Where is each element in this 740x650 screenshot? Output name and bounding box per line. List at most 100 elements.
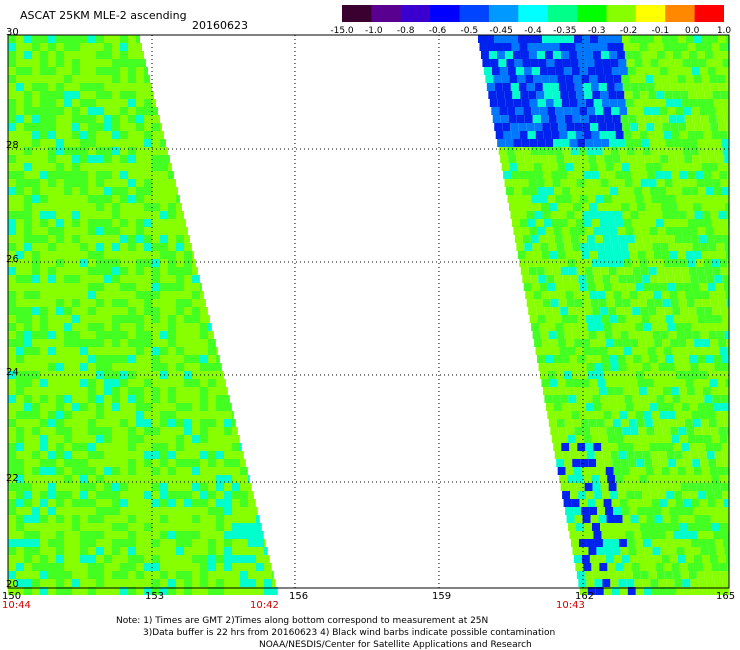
swath-pixel <box>72 363 80 371</box>
swath-pixel <box>16 251 24 259</box>
swath-pixel <box>584 267 593 275</box>
swath-pixel <box>547 411 556 419</box>
swath-pixel <box>574 123 583 131</box>
swath-pixel <box>24 179 32 187</box>
swath-pixel <box>88 171 96 179</box>
swath-pixel <box>550 387 559 395</box>
swath-pixel <box>80 315 88 323</box>
swath-pixel <box>208 419 216 427</box>
swath-pixel <box>40 459 48 467</box>
swath-pixel <box>557 379 566 387</box>
swath-pixel <box>48 51 56 59</box>
swath-pixel <box>136 43 142 51</box>
swath-pixel <box>96 395 104 403</box>
swath-pixel <box>713 99 722 107</box>
swath-pixel <box>40 475 48 483</box>
swath-pixel <box>619 587 628 595</box>
swath-pixel <box>64 355 72 363</box>
swath-pixel <box>120 187 128 195</box>
swath-pixel <box>660 459 669 467</box>
swath-pixel <box>571 323 580 331</box>
swath-pixel <box>545 355 554 363</box>
swath-pixel <box>48 579 56 587</box>
swath-pixel <box>629 291 638 299</box>
swath-pixel <box>176 235 184 243</box>
swath-pixel <box>626 147 635 155</box>
swath-pixel <box>625 227 634 235</box>
swath-pixel <box>518 211 527 219</box>
swath-pixel <box>706 235 715 243</box>
swath-pixel <box>200 539 208 547</box>
swath-pixel <box>40 563 48 571</box>
colorbar-label: 0.0 <box>684 26 700 36</box>
swath-pixel <box>592 395 601 403</box>
swath-pixel <box>224 563 232 571</box>
swath-pixel <box>248 515 256 523</box>
swath-pixel <box>136 555 144 563</box>
swath-pixel <box>240 467 248 475</box>
swath-pixel <box>631 43 640 51</box>
swath-pixel <box>24 75 32 83</box>
swath-pixel <box>656 179 665 187</box>
swath-pixel <box>547 283 556 291</box>
swath-pixel <box>589 163 598 171</box>
swath-pixel <box>48 195 56 203</box>
lat-label-26: 26 <box>6 254 19 265</box>
swath-pixel <box>152 499 160 507</box>
swath-pixel <box>104 203 112 211</box>
swath-pixel <box>596 459 605 467</box>
swath-pixel <box>136 475 144 483</box>
swath-pixel <box>64 115 72 123</box>
swath-pixel <box>160 507 168 515</box>
swath-pixel <box>527 171 536 179</box>
swath-pixel <box>88 355 96 363</box>
swath-pixel <box>726 211 729 219</box>
swath-pixel <box>32 195 40 203</box>
swath-pixel <box>192 315 200 323</box>
swath-pixel <box>563 283 572 291</box>
swath-pixel <box>144 363 152 371</box>
swath-pixel <box>144 83 152 91</box>
swath-pixel <box>637 379 646 387</box>
swath-pixel <box>48 123 56 131</box>
swath-pixel <box>614 427 623 435</box>
swath-pixel <box>120 339 128 347</box>
swath-pixel <box>658 147 667 155</box>
swath-pixel <box>705 99 714 107</box>
swath-pixel <box>96 571 104 579</box>
swath-pixel <box>240 499 248 507</box>
swath-pixel <box>80 523 88 531</box>
swath-pixel <box>528 307 537 315</box>
swath-pixel <box>48 523 56 531</box>
swath-pixel <box>563 411 572 419</box>
swath-pixel <box>561 315 570 323</box>
swath-pixel <box>16 91 24 99</box>
swath-pixel <box>136 179 144 187</box>
swath-pixel <box>544 267 553 275</box>
swath-pixel <box>495 131 504 139</box>
swath-pixel <box>96 411 104 419</box>
swath-pixel <box>104 451 112 459</box>
swath-pixel <box>176 483 184 491</box>
swath-pixel <box>610 491 619 499</box>
swath-pixel <box>640 267 649 275</box>
swath-pixel <box>48 411 56 419</box>
swath-pixel <box>120 243 128 251</box>
swath-pixel <box>200 395 208 403</box>
swath-pixel <box>24 323 32 331</box>
swath-pixel <box>112 587 120 595</box>
swath-pixel <box>602 539 611 547</box>
colorbar-segment <box>342 5 372 22</box>
swath-pixel <box>583 259 592 267</box>
swath-pixel <box>136 411 144 419</box>
swath-pixel <box>208 531 216 539</box>
swath-pixel <box>56 267 64 275</box>
swath-pixel <box>702 339 711 347</box>
swath-pixel <box>665 139 674 147</box>
swath-pixel <box>623 475 632 483</box>
swath-pixel <box>580 115 589 123</box>
swath-pixel <box>533 251 542 259</box>
swath-pixel <box>88 203 96 211</box>
swath-pixel <box>40 347 48 355</box>
swath-pixel <box>669 75 678 83</box>
